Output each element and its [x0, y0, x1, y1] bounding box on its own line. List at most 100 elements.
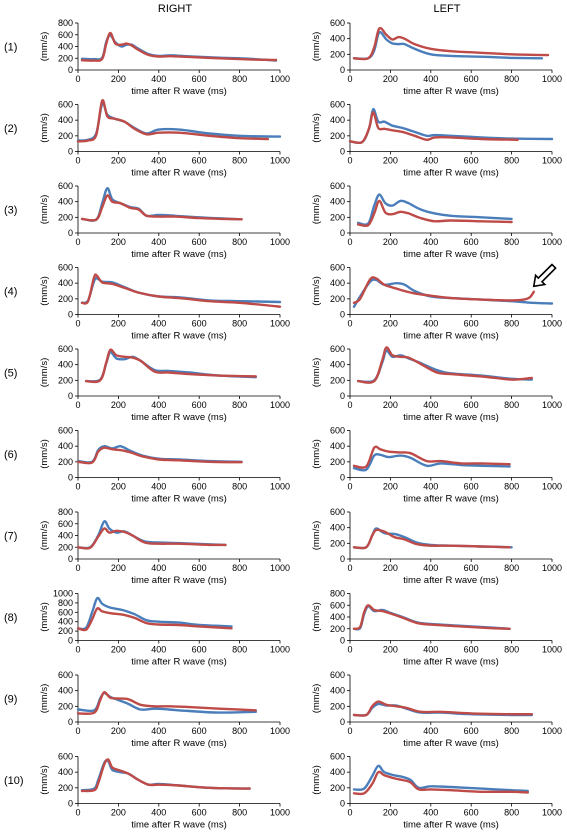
x-tick-label: 600 [192, 319, 207, 329]
x-tick-label: 800 [232, 726, 247, 736]
x-tick-label: 600 [464, 74, 479, 84]
y-tick-label: 0 [340, 636, 345, 646]
y-tick-label: 200 [58, 53, 73, 63]
x-tick-label: 1000 [270, 156, 290, 166]
x-tick-label: 400 [423, 319, 438, 329]
x-tick-label: 0 [347, 237, 352, 247]
y-tick-label: 200 [330, 49, 345, 59]
y-tick-label: 600 [330, 600, 345, 610]
y-tick-label: 600 [330, 670, 345, 680]
series-line-blue [352, 452, 511, 472]
y-tick-label: 400 [330, 197, 345, 207]
x-tick-label: 400 [151, 563, 166, 573]
x-axis-label: time after R wave (ms) [131, 249, 227, 260]
x-tick-label: 800 [232, 237, 247, 247]
panel-6-right: 0 200 400 600 0 200 400 600 800 1000 time after R … [39, 426, 290, 505]
x-tick-label: 1000 [270, 563, 290, 573]
x-tick-label: 200 [383, 726, 398, 736]
x-tick-label: 400 [151, 237, 166, 247]
arrow-icon [532, 263, 557, 288]
y-axis-label: (mm/s) [39, 602, 50, 632]
y-axis-label: (mm/s) [311, 358, 322, 388]
y-tick-label: 400 [58, 531, 73, 541]
x-tick-label: 0 [75, 237, 80, 247]
x-tick-label: 1000 [270, 726, 290, 736]
series-line-red [76, 446, 243, 465]
x-axis-label: time after R wave (ms) [403, 249, 499, 260]
x-tick-label: 600 [192, 808, 207, 818]
x-tick-label: 600 [464, 726, 479, 736]
x-tick-label: 600 [464, 237, 479, 247]
y-tick-label: 0 [340, 554, 345, 564]
x-tick-label: 0 [75, 645, 80, 655]
x-tick-label: 200 [111, 74, 126, 84]
y-tick-label: 200 [330, 783, 345, 793]
panel-10-right: 0 200 400 600 0 200 400 600 800 1000 time after R … [39, 752, 290, 831]
y-axis-label: (mm/s) [39, 358, 50, 388]
y-tick-label: 800 [58, 598, 73, 608]
y-axis-label: (mm/s) [39, 521, 50, 551]
x-tick-label: 1000 [542, 74, 562, 84]
x-tick-label: 1000 [270, 237, 290, 247]
x-tick-label: 400 [423, 808, 438, 818]
x-tick-label: 600 [192, 237, 207, 247]
x-tick-label: 600 [192, 482, 207, 492]
row-label: (10) [4, 775, 24, 787]
y-axis-label: (mm/s) [311, 439, 322, 469]
y-tick-label: 200 [330, 375, 345, 385]
series-line-blue [356, 193, 513, 226]
y-axis-label: (mm/s) [311, 765, 322, 795]
panel-5-right: 0 200 400 600 0 200 400 600 800 1000 time after R … [39, 344, 290, 423]
y-tick-label: 400 [330, 441, 345, 451]
y-tick-label: 0 [340, 310, 345, 320]
y-tick-label: 400 [58, 278, 73, 288]
panel-9-right: 0 200 400 600 0 200 400 600 800 1000 time after R … [39, 670, 290, 749]
x-tick-label: 200 [383, 400, 398, 410]
x-tick-label: 400 [423, 726, 438, 736]
panel-9-left: 0 200 400 600 0 200 400 600 800 1000 time after R … [311, 670, 562, 749]
y-tick-label: 800 [58, 507, 73, 517]
x-tick-label: 800 [504, 156, 519, 166]
row-label: (7) [4, 531, 17, 543]
x-tick-label: 0 [347, 563, 352, 573]
y-tick-label: 400 [58, 617, 73, 627]
x-tick-label: 0 [75, 400, 80, 410]
y-tick-label: 400 [58, 767, 73, 777]
x-tick-label: 1000 [270, 808, 290, 818]
x-tick-label: 800 [504, 400, 519, 410]
x-tick-label: 0 [75, 74, 80, 84]
y-axis-label: (mm/s) [311, 521, 322, 551]
y-tick-label: 400 [58, 197, 73, 207]
y-axis-label: (mm/s) [311, 113, 322, 143]
panel-3-right: 0 200 400 600 0 200 400 600 800 1000 time after R … [39, 181, 290, 260]
x-axis-label: time after R wave (ms) [403, 86, 499, 97]
x-tick-label: 400 [423, 645, 438, 655]
y-tick-label: 0 [68, 473, 73, 483]
row-label: (6) [4, 449, 17, 461]
x-tick-label: 0 [347, 400, 352, 410]
y-tick-label: 0 [68, 310, 73, 320]
x-axis-label: time after R wave (ms) [403, 494, 499, 505]
y-tick-label: 0 [68, 636, 73, 646]
y-tick-label: 200 [58, 542, 73, 552]
y-axis-label: (mm/s) [39, 276, 50, 306]
y-tick-label: 400 [330, 612, 345, 622]
y-tick-label: 200 [330, 294, 345, 304]
x-tick-label: 1000 [542, 156, 562, 166]
y-tick-label: 0 [68, 228, 73, 238]
panel-5-left: 0 200 400 600 0 200 400 600 800 1000 time after R … [311, 344, 562, 423]
x-axis-label: time after R wave (ms) [131, 494, 227, 505]
x-tick-label: 1000 [542, 563, 562, 573]
panel-3-left: 0 200 400 600 0 200 400 600 800 1000 time after R … [311, 181, 562, 260]
x-tick-label: 800 [232, 156, 247, 166]
x-axis-label: time after R wave (ms) [131, 331, 227, 342]
y-tick-label: 600 [58, 426, 73, 436]
y-tick-label: 600 [330, 263, 345, 273]
series-line-red [356, 199, 513, 228]
x-axis-label: time after R wave (ms) [403, 657, 499, 668]
y-tick-label: 0 [340, 799, 345, 809]
x-tick-label: 200 [111, 563, 126, 573]
x-tick-label: 1000 [270, 74, 290, 84]
x-axis-label: time after R wave (ms) [403, 168, 499, 179]
